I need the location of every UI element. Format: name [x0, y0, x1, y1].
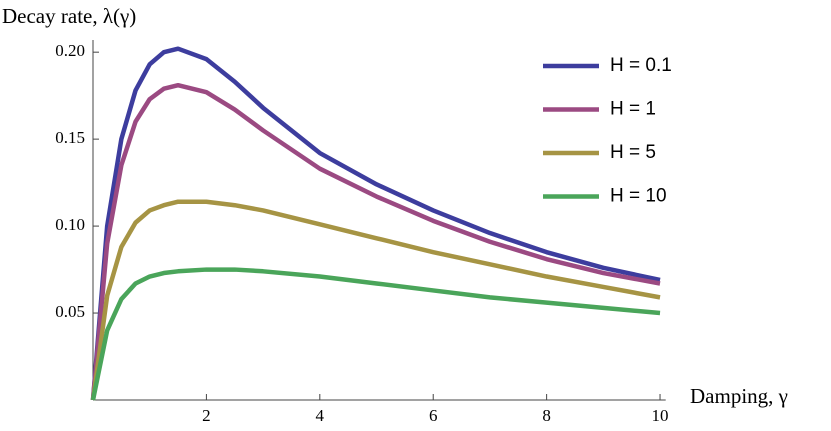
y-tick-label: 0.20: [55, 41, 85, 60]
x-axis-label: Damping, γ: [690, 384, 788, 408]
line-series: [90, 46, 661, 401]
x-tick-label: 10: [652, 406, 669, 425]
y-axis-label: Decay rate, λ(γ): [2, 4, 136, 28]
x-tick-label: 2: [202, 406, 211, 425]
line-series: [90, 82, 661, 401]
legend-label: H = 10: [610, 186, 667, 207]
line-series: [90, 199, 661, 401]
legend-label: H = 1: [610, 99, 656, 120]
y-tick-label: 0.05: [55, 302, 85, 321]
y-tick-label: 0.15: [55, 128, 85, 147]
line-series: [90, 267, 661, 401]
x-tick-label: 4: [316, 406, 325, 425]
legend-label: H = 5: [610, 142, 656, 163]
legend-label: H = 0.1: [610, 55, 672, 76]
x-tick-label: 8: [542, 406, 551, 425]
x-tick-label: 6: [429, 406, 438, 425]
y-tick-label: 0.10: [55, 215, 85, 234]
